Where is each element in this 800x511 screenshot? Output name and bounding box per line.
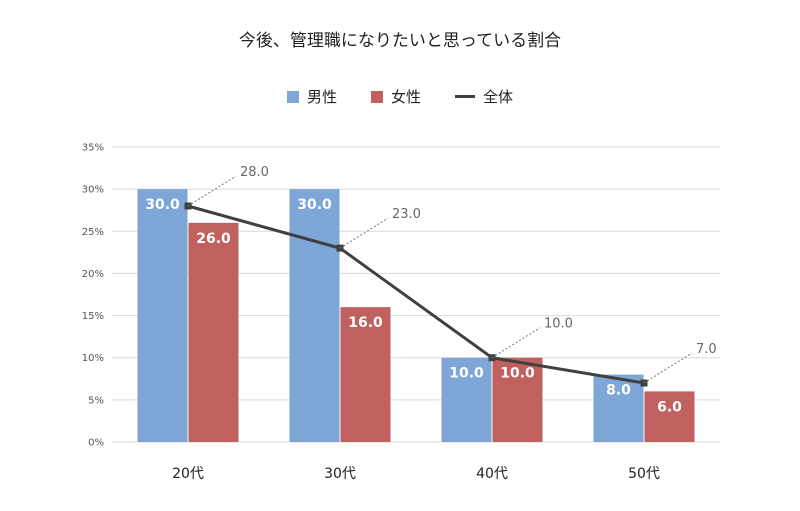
x-tick-label: 30代 — [324, 466, 356, 482]
bar-value-label: 10.0 — [449, 366, 484, 382]
line-total — [187, 204, 645, 385]
line-value-label: 28.0 — [240, 165, 269, 180]
y-tick-label: 5% — [88, 395, 104, 406]
bar-female — [340, 307, 391, 442]
bar-male — [137, 189, 188, 442]
y-tick-label: 35% — [82, 143, 104, 154]
line-value-label: 10.0 — [544, 317, 573, 332]
y-tick-label: 30% — [82, 185, 104, 196]
line-value-label: 23.0 — [392, 207, 421, 222]
y-tick-label: 20% — [82, 269, 104, 280]
leader-line — [643, 352, 693, 384]
x-tick-label: 50代 — [628, 466, 660, 482]
y-tick-label: 10% — [82, 353, 104, 364]
bar-male — [289, 189, 340, 442]
legend-swatch-male — [286, 90, 299, 103]
bar-female — [188, 222, 239, 442]
y-tick-label: 15% — [82, 311, 104, 322]
x-tick-label: 20代 — [172, 466, 204, 482]
legend-swatch-total — [455, 95, 475, 98]
y-tick-label: 25% — [82, 227, 104, 238]
legend-item-male: 男性 — [286, 86, 337, 107]
bar-value-label: 8.0 — [606, 383, 631, 399]
legend-label-male: 男性 — [306, 88, 337, 106]
leader-line — [339, 217, 389, 249]
bar-value-label: 30.0 — [297, 197, 332, 213]
legend-label-female: 女性 — [390, 88, 421, 106]
leader-line — [187, 175, 237, 207]
bar-value-label: 10.0 — [500, 366, 535, 382]
line-value-label: 7.0 — [696, 342, 717, 357]
legend: 男性 女性 全体 — [0, 86, 800, 107]
x-tick-label: 40代 — [476, 466, 508, 482]
bar-male — [593, 374, 644, 442]
legend-swatch-female — [370, 90, 383, 103]
chart-title: 今後、管理職になりたいと思っている割合 — [238, 31, 562, 51]
leader-line — [491, 327, 541, 359]
y-tick-label: 0% — [88, 438, 104, 449]
bar-value-label: 16.0 — [348, 315, 383, 331]
legend-item-female: 女性 — [370, 86, 421, 107]
legend-item-total: 全体 — [455, 86, 513, 107]
bar-female — [644, 391, 695, 442]
legend-label-total: 全体 — [483, 88, 514, 106]
bar-value-label: 6.0 — [657, 399, 682, 415]
bar-female — [492, 357, 543, 442]
bar-value-label: 30.0 — [145, 197, 180, 213]
bar-male — [441, 357, 492, 442]
bar-value-label: 26.0 — [196, 231, 231, 247]
